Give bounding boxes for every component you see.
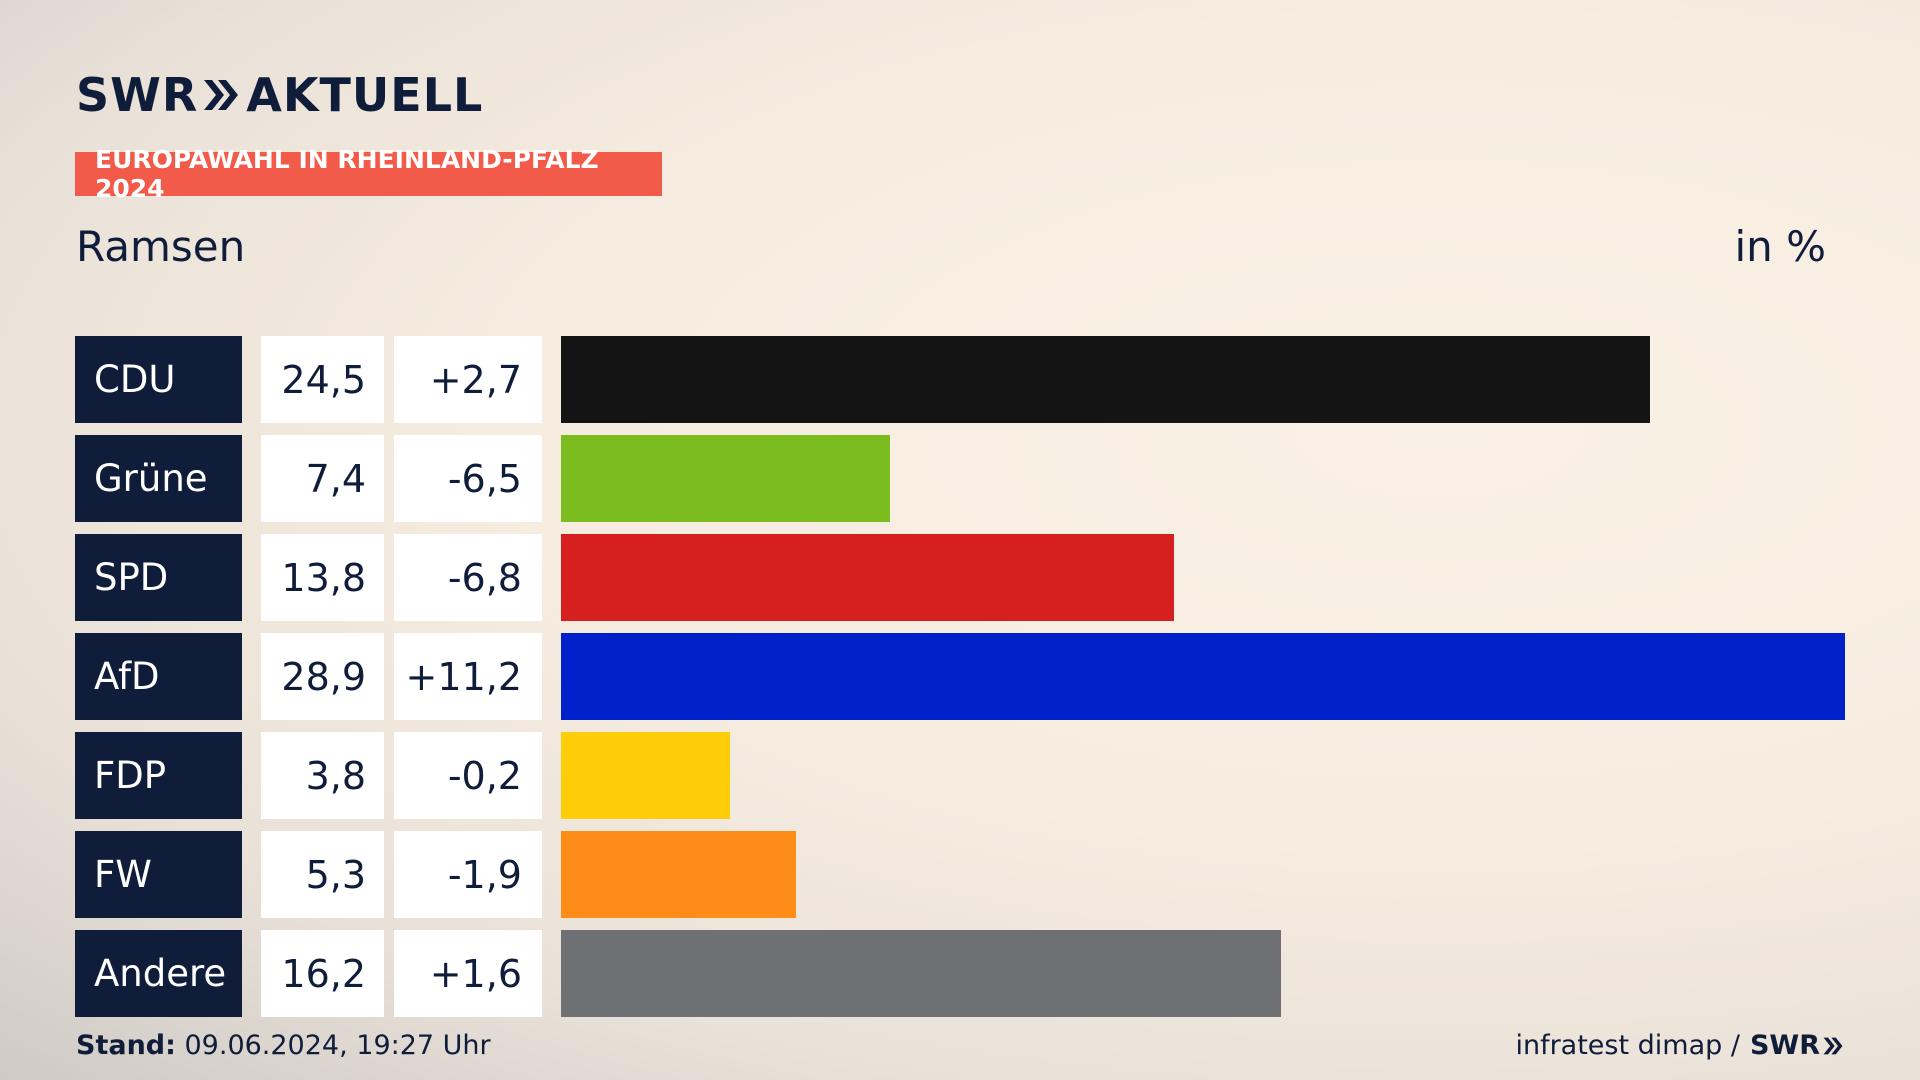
diff-label: -6,8 — [394, 534, 542, 621]
place-title: Ramsen — [76, 222, 246, 271]
swr-aktuell-logo: SWR AKTUELL — [76, 68, 483, 122]
election-tag: EUROPAWAHL IN RHEINLAND-PFALZ 2024 — [75, 145, 662, 203]
double-chevron-icon — [202, 77, 240, 113]
bar — [561, 930, 1281, 1017]
diff-label: -0,2 — [394, 732, 542, 819]
result-row: FDP 3,8 -0,2 — [75, 732, 1845, 819]
source-text: infratest dimap / — [1515, 1030, 1740, 1061]
source-brand: SWR — [1749, 1030, 1820, 1061]
bar — [561, 534, 1174, 621]
source-credit: infratest dimap / SWR — [1515, 1030, 1844, 1061]
value-label: 16,2 — [261, 930, 384, 1017]
unit-label: in % — [1734, 222, 1826, 271]
party-label: CDU — [75, 336, 242, 423]
stand-value: 09.06.2024, 19:27 Uhr — [175, 1030, 491, 1061]
party-label: AfD — [75, 633, 242, 720]
party-label: Grüne — [75, 435, 242, 522]
result-row: Grüne 7,4 -6,5 — [75, 435, 1845, 522]
party-label: Andere — [75, 930, 242, 1017]
double-chevron-icon — [1822, 1036, 1844, 1056]
result-row: CDU 24,5 +2,7 — [75, 336, 1845, 423]
stand-label: Stand: — [76, 1030, 176, 1061]
party-label: SPD — [75, 534, 242, 621]
value-label: 13,8 — [261, 534, 384, 621]
bar — [561, 435, 890, 522]
diff-label: +11,2 — [394, 633, 542, 720]
bar — [561, 633, 1845, 720]
value-label: 7,4 — [261, 435, 384, 522]
logo-swr-text: SWR — [76, 68, 199, 122]
party-label: FDP — [75, 732, 242, 819]
bar — [561, 336, 1650, 423]
bar — [561, 732, 730, 819]
value-label: 28,9 — [261, 633, 384, 720]
diff-label: -1,9 — [394, 831, 542, 918]
value-label: 5,3 — [261, 831, 384, 918]
value-label: 3,8 — [261, 732, 384, 819]
value-label: 24,5 — [261, 336, 384, 423]
result-row: SPD 13,8 -6,8 — [75, 534, 1845, 621]
logo-aktuell-text: AKTUELL — [246, 68, 484, 122]
timestamp: Stand: 09.06.2024, 19:27 Uhr — [76, 1030, 491, 1061]
diff-label: +2,7 — [394, 336, 542, 423]
result-row: FW 5,3 -1,9 — [75, 831, 1845, 918]
diff-label: +1,6 — [394, 930, 542, 1017]
party-label: FW — [75, 831, 242, 918]
bar — [561, 831, 796, 918]
result-row: Andere 16,2 +1,6 — [75, 930, 1845, 1017]
diff-label: -6,5 — [394, 435, 542, 522]
result-row: AfD 28,9 +11,2 — [75, 633, 1845, 720]
